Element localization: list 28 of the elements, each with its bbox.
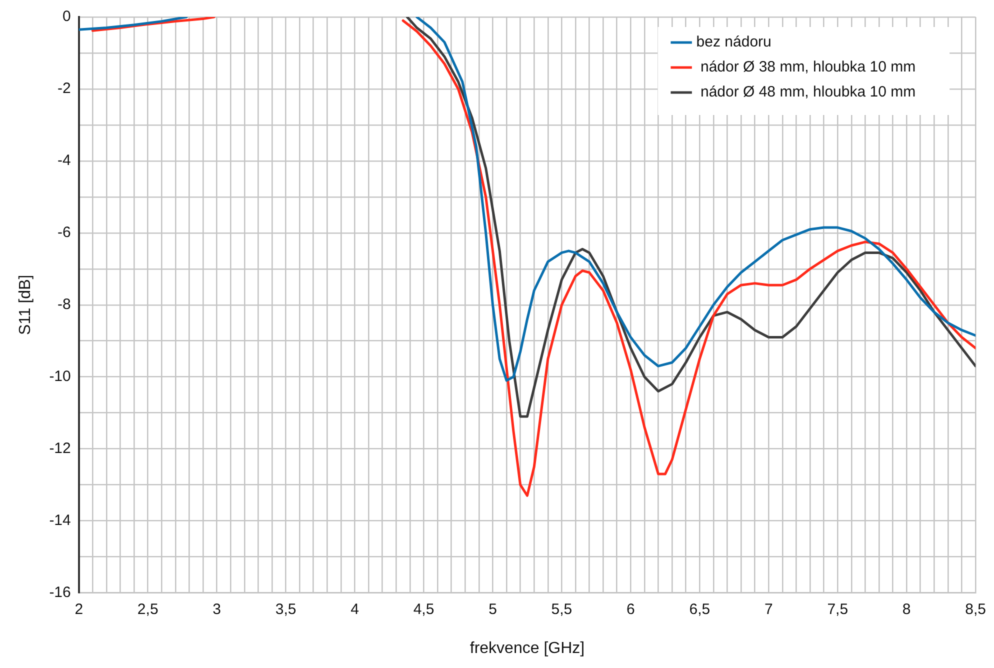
x-tick-label: 8,5 [965,600,986,618]
x-tick-label: 3 [212,600,222,618]
x-tick-label: 6 [626,600,635,618]
x-tick-label: 7,5 [827,600,848,618]
y-tick-label: -8 [58,296,71,314]
x-axis-title: frekvence [GHz] [470,640,585,657]
legend-label: bez nádoru [696,34,772,51]
y-tick-label: -14 [49,512,71,529]
y-tick-label: -12 [49,440,71,457]
x-tick-label: 8 [902,600,911,618]
y-axis-title: S11 [dB] [17,274,34,335]
y-tick-label: -10 [49,368,71,386]
x-tick-label: 6,5 [689,600,710,618]
legend-label: nádor Ø 38 mm, hloubka 10 mm [696,58,916,76]
x-tick-label: 4 [350,600,359,618]
x-tick-label: 5,5 [551,600,572,618]
x-tick-label: 5 [488,600,497,618]
y-tick-label: -16 [49,584,71,601]
x-tick-label: 3,5 [275,600,296,618]
legend-label: nádor Ø 48 mm, hloubka 10 mm [696,84,916,101]
y-tick-label: -4 [58,152,71,170]
x-tick-label: 2 [74,600,84,618]
y-tick-label: -6 [58,224,71,242]
x-tick-label: 2,5 [137,600,158,618]
x-tick-label: 4,5 [413,600,434,618]
x-tick-label: 7 [764,600,773,618]
y-tick-label: 0 [62,8,71,26]
y-tick-label: -2 [58,80,71,98]
